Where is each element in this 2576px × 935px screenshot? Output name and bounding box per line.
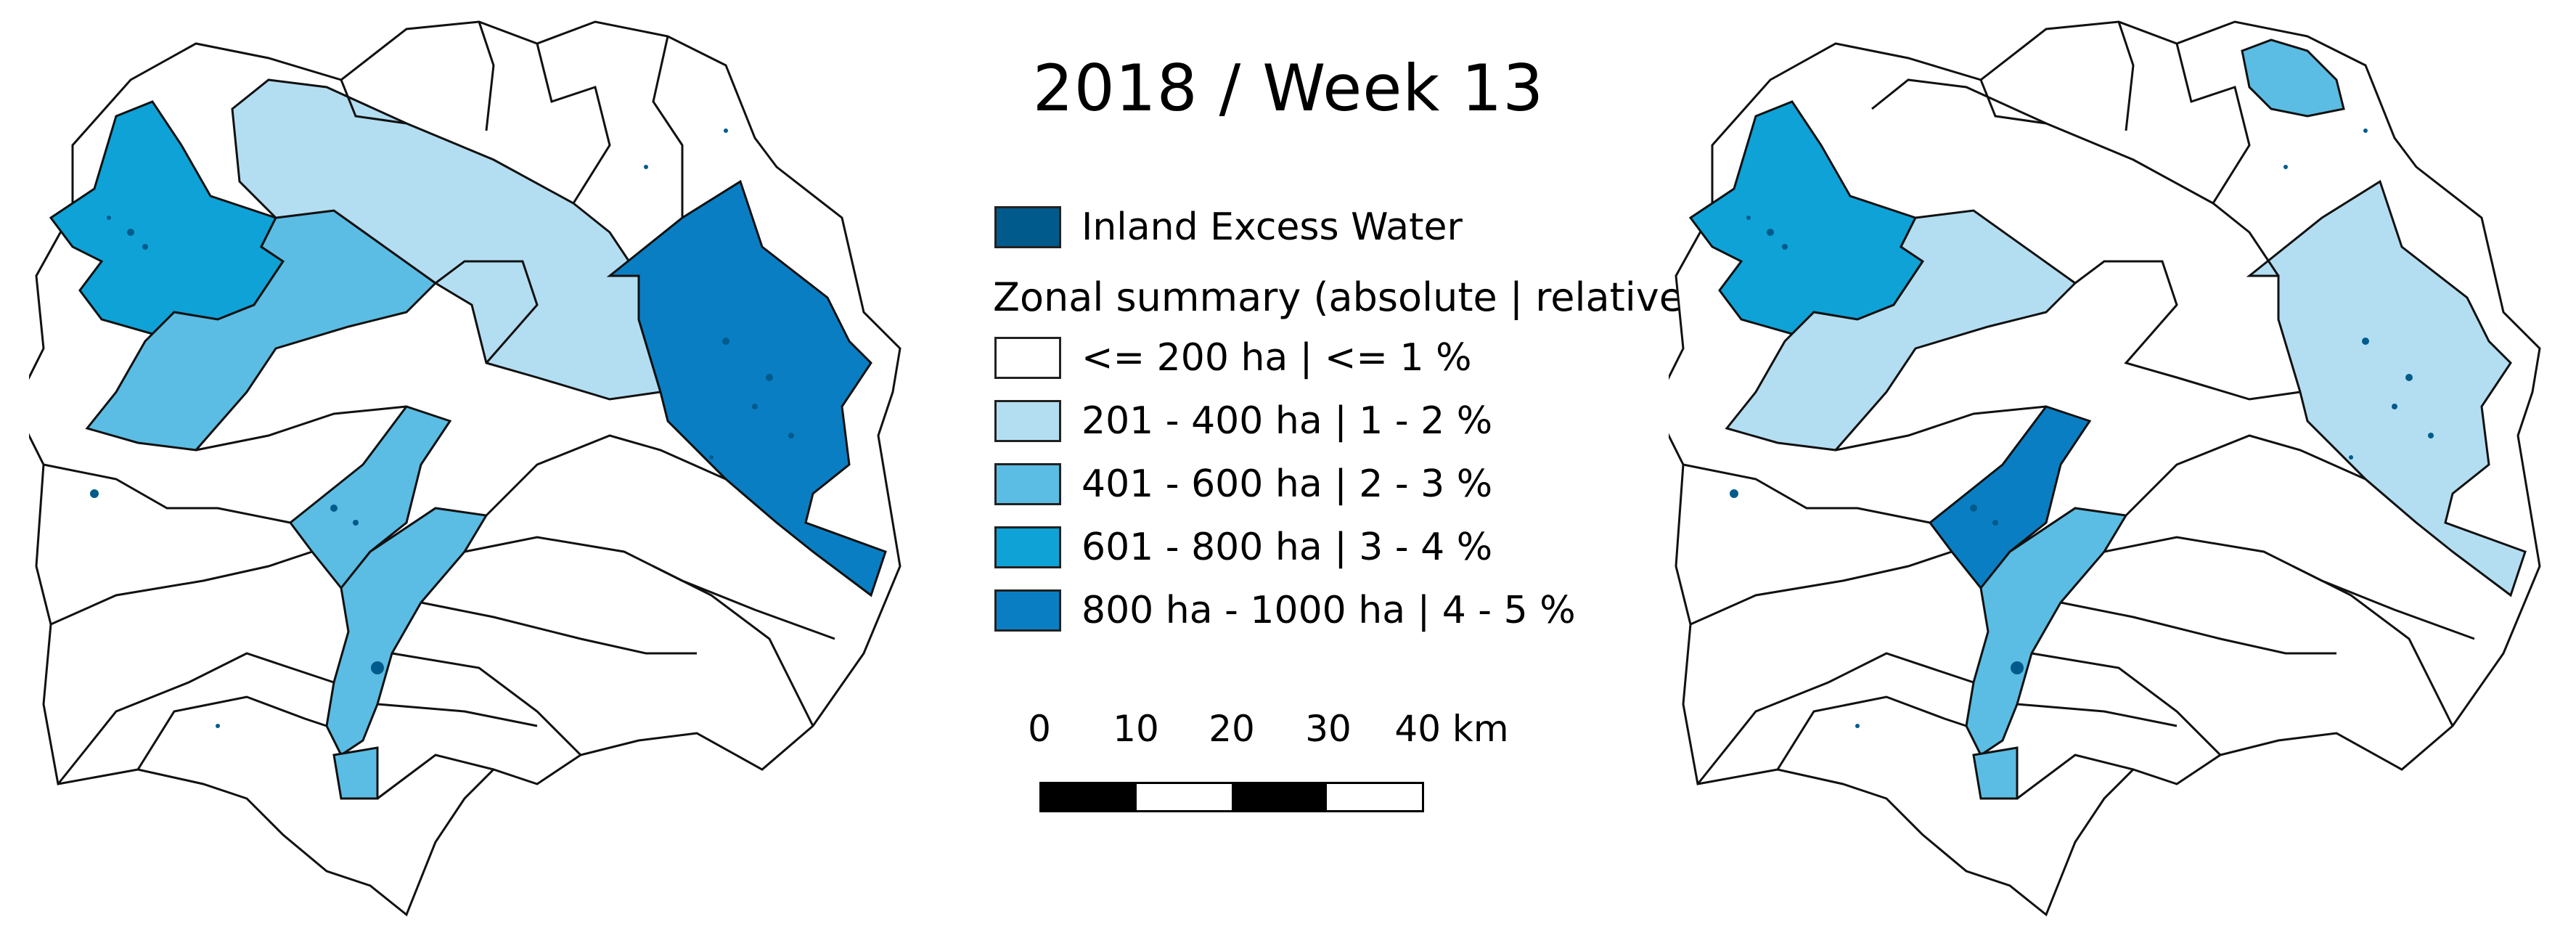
legend-swatch	[994, 463, 1061, 505]
legend-swatch-excess-water	[994, 206, 1061, 248]
legend-label: 401 - 600 ha | 2 - 3 %	[1081, 462, 1493, 506]
zones-relative	[1669, 20, 2541, 917]
map-relative	[1669, 0, 2576, 935]
legend-class-0: <= 200 ha | <= 1 %	[994, 332, 1472, 383]
zone-south	[325, 507, 488, 757]
scale-segment	[1042, 784, 1137, 810]
scale-tick: 0	[1028, 708, 1051, 750]
zone-south	[1965, 507, 2128, 757]
scale-bar: 0 10 20 30 40 km	[1028, 708, 1509, 824]
legend-class-4: 800 ha - 1000 ha | 4 - 5 %	[994, 585, 1576, 636]
scale-tick: 20	[1209, 708, 1255, 750]
legend-class-2: 401 - 600 ha | 2 - 3 %	[994, 459, 1492, 510]
legend-class-1: 201 - 400 ha | 1 - 2 %	[994, 396, 1492, 446]
legend-label: 201 - 400 ha | 1 - 2 %	[1081, 399, 1493, 443]
legend-swatch	[994, 337, 1061, 379]
scale-tick: 30	[1305, 708, 1352, 750]
legend-label: 601 - 800 ha | 3 - 4 %	[1081, 526, 1493, 569]
legend-label: Inland Excess Water	[1081, 205, 1463, 249]
zone-w	[85, 209, 438, 452]
legend-swatch	[994, 400, 1061, 442]
scale-segment	[1327, 784, 1422, 810]
map-relative-svg	[1669, 20, 2541, 917]
legend-label: <= 200 ha | <= 1 %	[1081, 336, 1472, 380]
scale-tick: 40 km	[1394, 708, 1509, 750]
legend-swatch	[994, 589, 1061, 632]
legend-excess-water: Inland Excess Water	[994, 202, 1463, 253]
legend-swatch	[994, 526, 1061, 568]
legend-label: 800 ha - 1000 ha | 4 - 5 %	[1081, 589, 1576, 632]
zones-absolute	[29, 20, 901, 917]
zone-w	[1725, 209, 2077, 452]
scale-segment	[1137, 784, 1232, 810]
map-title: 2018 / Week 13	[1032, 51, 1545, 126]
zone-south-tip	[332, 746, 379, 800]
zone-e	[606, 179, 887, 597]
map-absolute	[29, 0, 936, 935]
scale-segment	[1232, 784, 1327, 810]
scale-tick: 10	[1113, 708, 1159, 750]
map-absolute-svg	[29, 20, 901, 917]
zone-ne-small	[2241, 38, 2345, 118]
scale-bar-segments	[1039, 782, 1424, 812]
zone-e	[2246, 179, 2527, 597]
zone-south-tip	[1972, 746, 2019, 800]
legend-heading: Zonal summary (absolute | relative)	[993, 274, 1698, 320]
legend-class-3: 601 - 800 ha | 3 - 4 %	[994, 522, 1492, 573]
